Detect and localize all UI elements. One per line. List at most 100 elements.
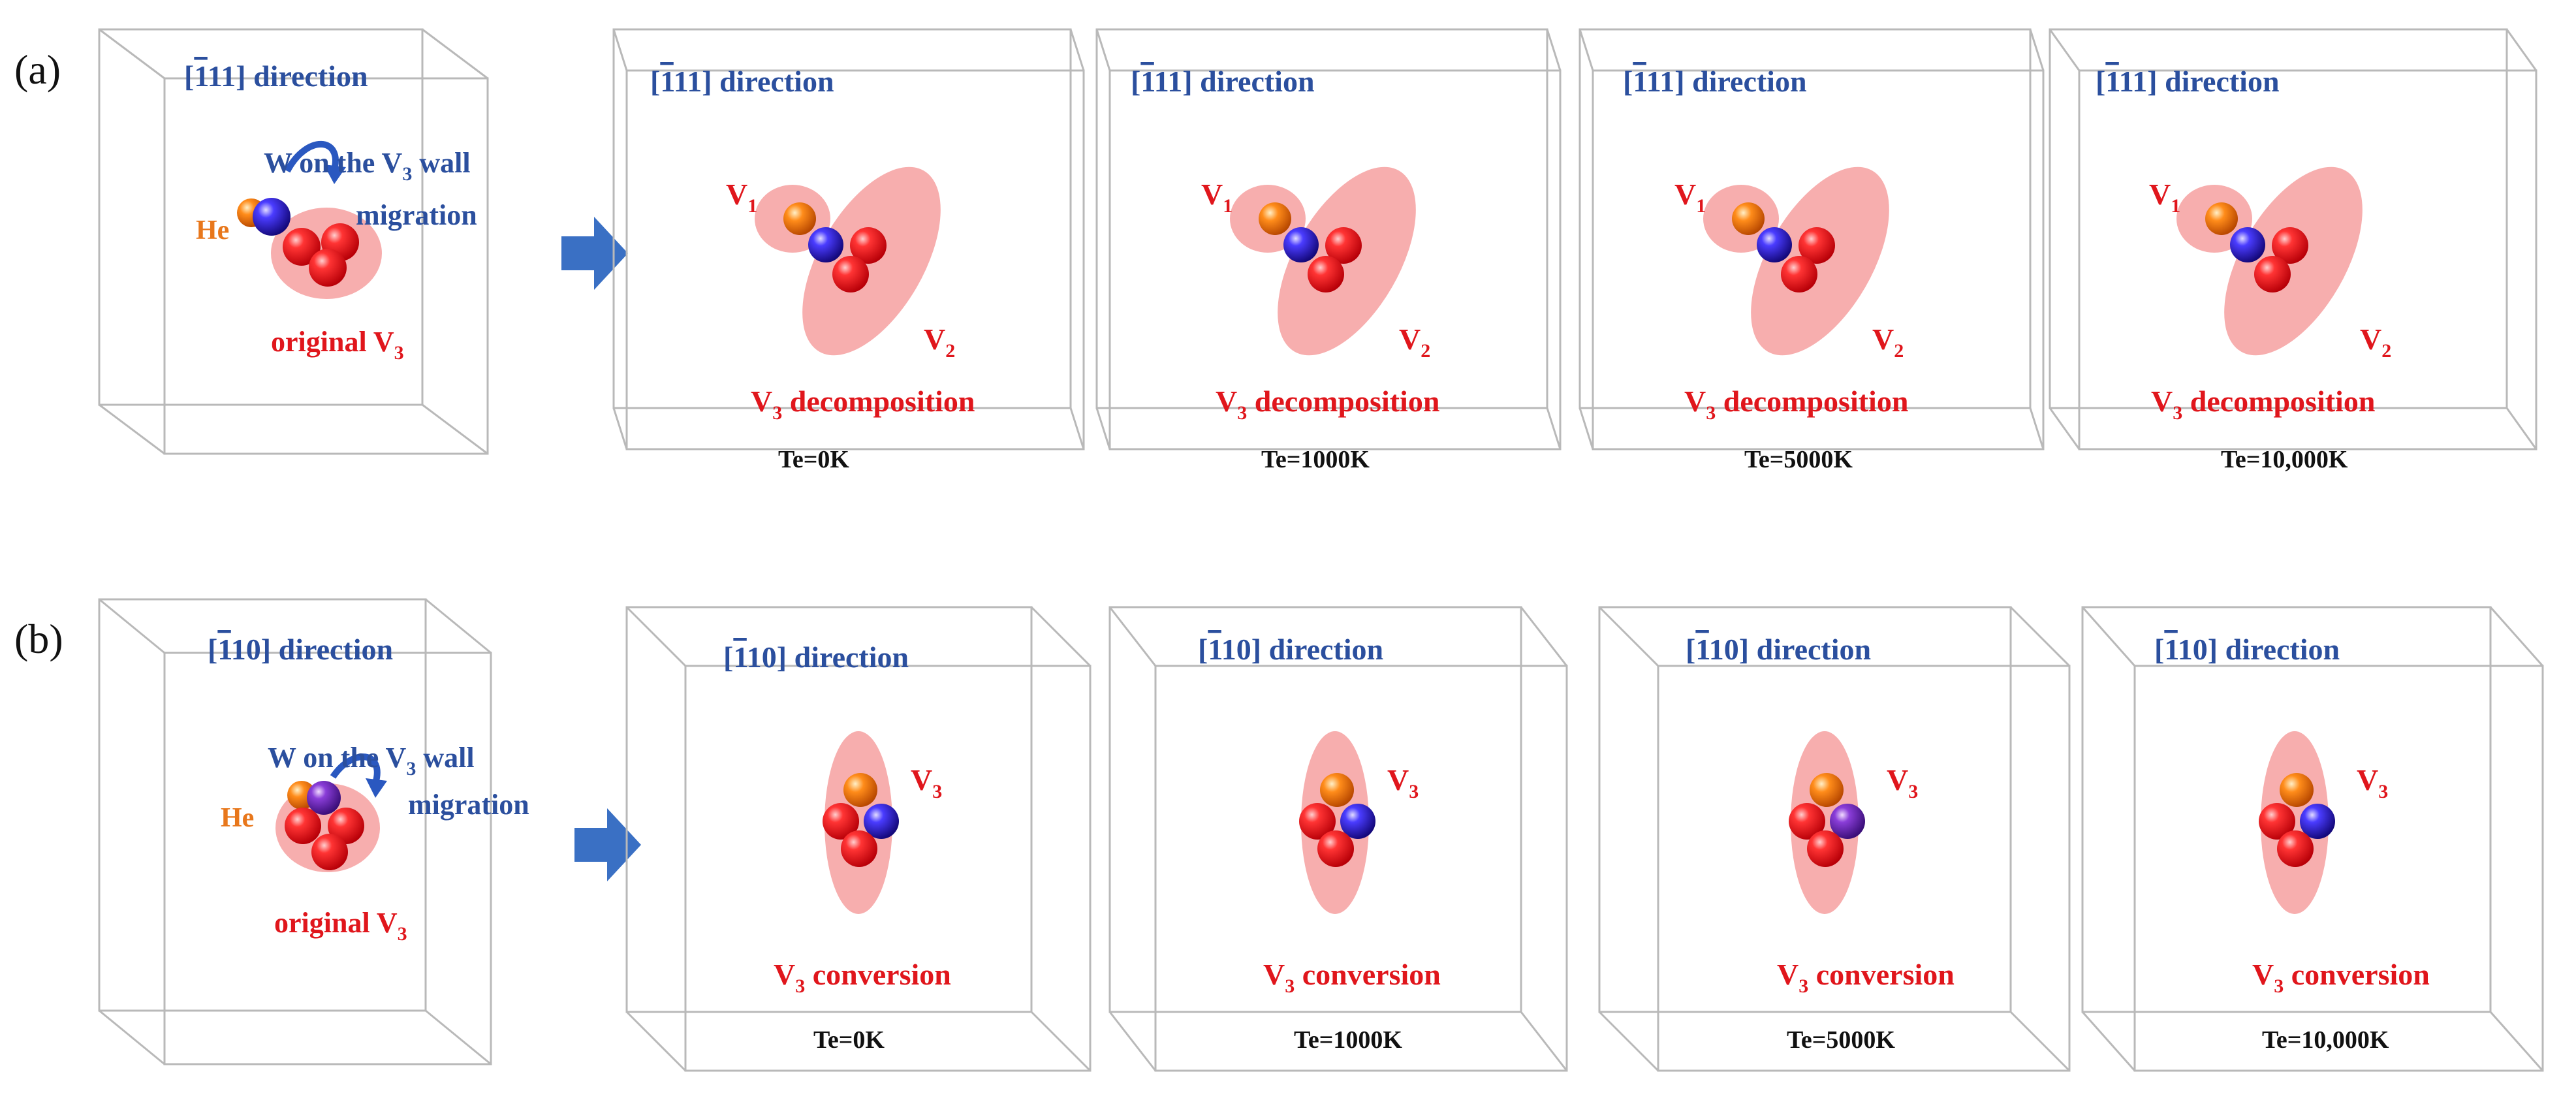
conversion-caption: V3 conversion [1777, 958, 1955, 997]
w-atom [1830, 804, 1865, 839]
vacancy-atom [2259, 803, 2295, 840]
direction-label: [111] direction [2096, 65, 2280, 98]
simulation-box [1095, 28, 1562, 450]
simulation-box [1108, 606, 1568, 1072]
direction-label: [110] direction [723, 640, 909, 674]
w-atom [1283, 227, 1319, 262]
he-atom [1810, 773, 1844, 807]
panel-b-0k: [110] direction V3 V3 conversion Te=0K [625, 606, 1092, 1072]
migration-arrowhead-icon [366, 778, 387, 798]
panel-a-5000k: [111] direction V1 V2 V3 decomposition T… [1579, 28, 2045, 473]
panel-a-1000k: [111] direction V1 V2 V3 decomposition T… [1095, 28, 1562, 473]
direction-label: [110] direction [1198, 633, 1383, 666]
w-atom [2300, 804, 2335, 839]
direction-label: [111] direction [1623, 65, 1807, 98]
migration-label: migration [356, 199, 477, 231]
direction-label: [110] direction [1686, 633, 1871, 666]
direction-label: [111] direction [1131, 65, 1315, 98]
w-wall-label: W on the V3 wall [264, 147, 471, 185]
he-atom [2280, 773, 2314, 807]
panel-b-1000k: [110] direction V3 V3 conversion Te=1000… [1108, 606, 1568, 1072]
panel-b-original: [110] direction He W on the V3 wall migr… [98, 598, 529, 1065]
panel-a-0k: [111] direction V1 V2 V3 decomposition T… [612, 28, 1085, 473]
temperature-label: Te=5000K [1744, 446, 1853, 473]
direction-label: [111] direction [650, 65, 834, 98]
w-atom [253, 198, 291, 236]
he-atom [843, 773, 877, 807]
v2-label: V2 [2360, 323, 2391, 362]
he-atom [783, 202, 816, 235]
vacancy-atom [283, 228, 321, 266]
decomposition-caption: V3 decomposition [1216, 385, 1439, 424]
he-atom [1259, 202, 1291, 235]
conversion-caption: V3 conversion [1263, 958, 1441, 997]
simulation-box [98, 28, 489, 455]
vacancy-atom [311, 834, 348, 870]
v1-label: V1 [726, 178, 757, 217]
vacancy-atom [841, 830, 877, 867]
vacancy-atom [1317, 830, 1354, 867]
v1-label: V1 [1674, 178, 1706, 217]
panel-b-10000k: [110] direction V3 V3 conversion Te=10,0… [2081, 606, 2544, 1072]
simulation-box [625, 606, 1092, 1072]
simulation-box [612, 28, 1085, 450]
simulation-box [2081, 606, 2544, 1072]
temperature-label: Te=10,000K [2221, 446, 2348, 473]
temperature-label: Te=0K [813, 1026, 885, 1054]
conversion-caption: V3 conversion [774, 958, 951, 997]
vacancy-atom [1781, 256, 1817, 292]
v3-label: V3 [1887, 763, 1918, 802]
vacancy-atom [832, 256, 869, 292]
vacancy-atom [2272, 227, 2308, 264]
v2-label: V2 [924, 323, 955, 362]
v3-label: V3 [2357, 763, 2388, 802]
panel-b-5000k: [110] direction V3 V3 conversion Te=5000… [1598, 606, 2071, 1072]
temperature-label: Te=5000K [1787, 1026, 1895, 1054]
w-atom [1757, 227, 1792, 262]
migration-arrow-icon [284, 140, 339, 173]
v2-label: V2 [1399, 323, 1430, 362]
he-label: He [196, 215, 229, 245]
temperature-label: Te=1000K [1294, 1026, 1402, 1054]
decomposition-caption: V3 decomposition [1684, 385, 1908, 424]
w-atom [808, 227, 843, 262]
v1-label: V1 [2149, 178, 2180, 217]
migration-arrow-icon [330, 753, 381, 785]
simulation-box [1579, 28, 2045, 450]
vacancy-atom [1789, 803, 1825, 840]
vacancy-atom [823, 803, 859, 840]
vacancy-atom [2254, 256, 2291, 292]
panel-a-original: [111] direction He W on the V3 wall migr… [98, 28, 489, 455]
process-arrow-icon [561, 217, 628, 290]
conversion-caption: V3 conversion [2252, 958, 2430, 997]
vacancy-atom [1299, 803, 1336, 840]
temperature-label: Te=0K [778, 446, 849, 473]
v1-label: V1 [1201, 178, 1233, 217]
vacancy-atom [1807, 830, 1844, 867]
w-atom [2230, 227, 2265, 262]
decomposition-caption: V3 decomposition [751, 385, 975, 424]
vacancy-atom [309, 249, 347, 287]
direction-label: [110] direction [208, 633, 393, 666]
w-atom [1340, 804, 1375, 839]
row-b-label: (b) [14, 616, 63, 662]
original-v3-label: original V3 [274, 907, 407, 945]
simulation-box [98, 598, 492, 1065]
panel-a-10000k: [111] direction V1 V2 V3 decomposition T… [2049, 28, 2537, 473]
he-label: He [221, 803, 254, 833]
simulation-box [1598, 606, 2071, 1072]
process-arrow-icon [574, 808, 641, 881]
he-atom [2205, 202, 2238, 235]
temperature-label: Te=10,000K [2262, 1026, 2389, 1054]
w-wall-label: W on the V3 wall [268, 742, 475, 780]
w-atom [864, 804, 899, 839]
vacancy-atom [328, 808, 364, 844]
migration-label: migration [408, 789, 529, 821]
vacancy-atom [1308, 256, 1344, 292]
he-atom [1320, 773, 1354, 807]
vacancy-atom [2277, 830, 2314, 867]
migration-arrowhead-icon [324, 165, 346, 184]
direction-label: [111] direction [184, 59, 368, 93]
vacancy-atom [1325, 227, 1362, 264]
